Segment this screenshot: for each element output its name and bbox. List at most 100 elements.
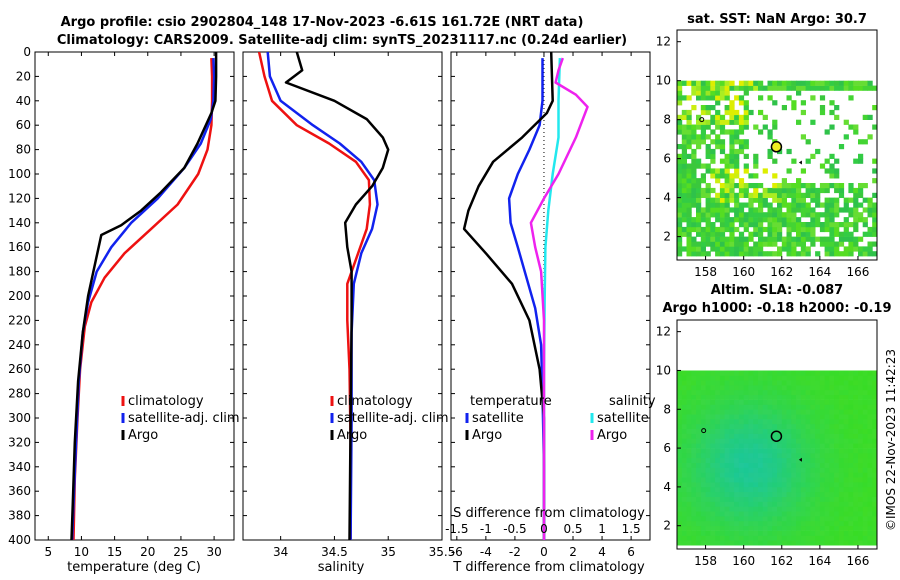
sla-cell <box>805 419 811 425</box>
sla-cell <box>824 525 830 531</box>
sla-cell <box>767 404 773 410</box>
sst-cell <box>853 222 859 228</box>
sst-cell <box>796 236 802 242</box>
sla-cell <box>786 438 792 444</box>
sst-cell <box>729 153 735 159</box>
argo-profile-marker <box>770 430 783 442</box>
sla-cell <box>791 380 797 386</box>
sst-cell <box>843 231 849 237</box>
sla-cell <box>762 385 768 391</box>
sst-cell <box>715 217 721 223</box>
sst-cell <box>738 192 745 198</box>
sla-cell <box>872 399 877 405</box>
sla-cell <box>786 511 792 517</box>
sst-cell <box>872 212 877 218</box>
sla-cell <box>848 472 854 478</box>
sla-cell <box>872 506 877 512</box>
sst-cell <box>719 226 726 233</box>
sst-cell <box>710 231 716 237</box>
sst-cell <box>762 114 768 120</box>
sla-cell <box>677 462 683 468</box>
sla-cell <box>824 414 830 420</box>
s-diff-tick-label: 1.5 <box>622 522 641 536</box>
series-line-argo <box>284 52 390 540</box>
sst-cell <box>696 246 702 252</box>
sla-cell <box>862 535 868 541</box>
sst-cell <box>805 222 811 228</box>
sst-cell <box>715 246 721 252</box>
sst-cell <box>705 241 711 247</box>
sla-cell <box>724 375 730 381</box>
sla-cell <box>810 530 816 536</box>
sst-cell <box>829 231 835 237</box>
sla-cell <box>786 428 792 434</box>
sla-cell <box>715 428 721 434</box>
sst-cell <box>710 236 716 242</box>
sla-cell <box>810 525 816 531</box>
sla-cell <box>824 428 830 434</box>
sla-cell <box>681 433 687 439</box>
sst-cell <box>715 231 721 237</box>
sla-cell <box>872 375 877 381</box>
sla-cell <box>705 380 711 386</box>
sla-cell <box>805 428 811 434</box>
sst-cell <box>743 202 749 208</box>
sst-cell <box>838 183 845 189</box>
sla-cell <box>858 394 864 400</box>
sla-cell <box>843 423 849 429</box>
sla-cell <box>838 399 845 405</box>
sla-cell <box>753 423 759 429</box>
sla-cell <box>681 472 687 478</box>
sla-cell <box>710 462 716 468</box>
sst-cell <box>743 144 749 150</box>
sla-cell <box>677 423 683 429</box>
sst-cell <box>705 80 711 86</box>
sla-cell <box>777 389 783 396</box>
sla-cell <box>805 501 811 507</box>
sst-cell <box>853 246 859 252</box>
sla-cell <box>715 433 721 439</box>
sla-cell <box>867 394 873 400</box>
sla-cell <box>815 457 821 463</box>
sst-cell <box>819 202 826 208</box>
sla-cell <box>848 423 854 429</box>
sla-cell <box>838 540 845 546</box>
sst-cell <box>677 178 683 184</box>
sla-cell <box>715 491 721 497</box>
sla-cell <box>848 389 854 396</box>
sla-cell <box>743 501 749 507</box>
sla-cell <box>738 399 745 405</box>
sla-cell <box>734 433 740 439</box>
sla-cell <box>862 467 868 473</box>
sla-cell <box>815 428 821 434</box>
sst-cell <box>758 95 764 101</box>
sst-cell <box>772 226 778 233</box>
sla-cell <box>677 433 683 439</box>
sst-cell <box>724 80 730 86</box>
sla-cell <box>815 535 821 541</box>
sst-cell <box>800 231 806 237</box>
sla-cell <box>748 404 754 410</box>
sla-cell <box>724 370 730 376</box>
sla-cell <box>729 491 735 497</box>
sst-cell <box>834 222 840 228</box>
sla-cell <box>819 477 826 483</box>
sst-cell <box>677 124 683 130</box>
sla-cell <box>677 370 683 376</box>
sla-cell <box>743 438 749 444</box>
sst-cell <box>872 226 877 233</box>
sla-cell <box>800 511 806 517</box>
sst-cell <box>762 226 768 233</box>
sla-cell <box>781 462 787 468</box>
sst-cell <box>734 139 740 145</box>
sla-cell <box>715 501 721 507</box>
sst-cell <box>696 90 702 96</box>
map-y-tick-label: 10 <box>656 363 671 377</box>
sla-cell <box>748 496 754 502</box>
sst-cell <box>691 226 697 233</box>
sla-cell <box>815 423 821 429</box>
sla-cell <box>748 525 754 531</box>
sla-cell <box>681 423 687 429</box>
sst-cell <box>853 80 859 86</box>
sst-cell <box>743 105 749 111</box>
